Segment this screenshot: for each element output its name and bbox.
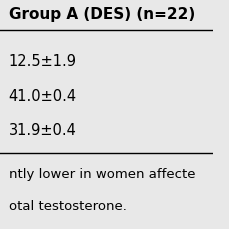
- Text: 12.5±1.9: 12.5±1.9: [8, 54, 76, 69]
- Text: 31.9±0.4: 31.9±0.4: [8, 123, 76, 138]
- Text: ntly lower in women affecte: ntly lower in women affecte: [8, 168, 195, 180]
- Text: otal testosterone.: otal testosterone.: [8, 200, 126, 213]
- Text: Group A (DES) (n=22): Group A (DES) (n=22): [8, 7, 195, 22]
- Text: 41.0±0.4: 41.0±0.4: [8, 89, 77, 104]
